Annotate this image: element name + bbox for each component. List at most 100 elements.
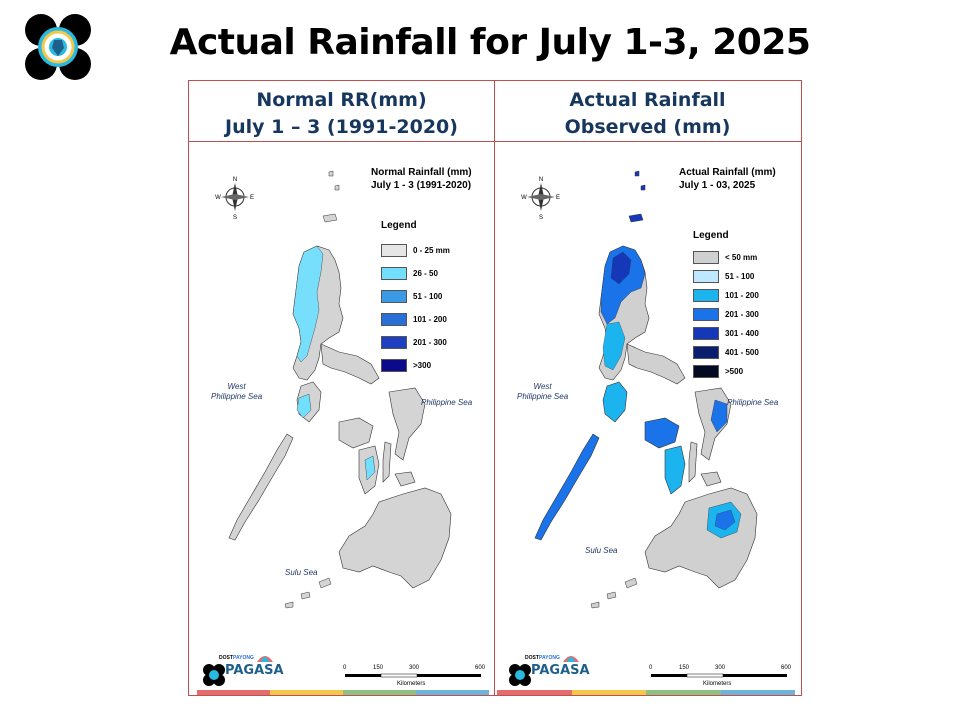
compass-s: S (539, 215, 543, 221)
header-divider (189, 141, 801, 142)
color-strip (497, 690, 795, 695)
actual-map-title: Actual Rainfall (mm) July 1 - 03, 2025 (679, 166, 776, 192)
scale-tick-600: 600 (475, 665, 486, 671)
negros-rain (364, 455, 376, 481)
panel-divider (494, 81, 495, 695)
normal-legend-item: 0 - 25 mm (381, 243, 450, 257)
philippine-sea-label: Philippine Sea (421, 398, 473, 407)
compass-n: N (233, 177, 237, 183)
normal-legend-swatch (381, 289, 407, 303)
scale-bar (651, 673, 787, 678)
actual-rainfall-header: Actual Rainfall Observed (mm) (495, 87, 800, 141)
west-philippine-sea-label: West Philippine Sea (211, 382, 262, 402)
west-sea-line2: Philippine Sea (211, 392, 263, 401)
normal-rainfall-map: N E S W (215, 170, 481, 678)
actual-legend-item: >500 (693, 364, 743, 378)
mindanao-landmass (338, 487, 452, 589)
actual-rainfall-map-panel: N E S W (495, 142, 800, 697)
normal-legend-title: Legend (381, 220, 417, 231)
pagasa-seal-logo (24, 14, 92, 80)
actual-legend-swatch (693, 326, 719, 340)
palawan-landmass (228, 433, 294, 541)
bohol-landmass (700, 471, 722, 487)
normal-legend-swatch (381, 312, 407, 326)
actual-legend-swatch (693, 288, 719, 302)
mindoro-landmass (602, 381, 628, 423)
normal-legend-label: 101 - 200 (413, 314, 447, 324)
batanes-islands (628, 170, 646, 223)
actual-map-title-line2: July 1 - 03, 2025 (679, 180, 756, 191)
actual-legend-item: 101 - 200 (693, 288, 759, 302)
normal-legend-label: 26 - 50 (413, 268, 438, 278)
samar-rain (710, 399, 728, 433)
actual-legend-swatch (693, 250, 719, 264)
brand-sub: PAYONG (233, 655, 254, 661)
normal-rainfall-map-panel: N E S W (189, 142, 494, 697)
pagasa-brand-logo (203, 656, 273, 686)
normal-legend-label: 201 - 300 (413, 337, 447, 347)
scale-tick-0: 0 (343, 665, 347, 671)
west-sea-line2: Philippine Sea (517, 392, 569, 401)
scale-tick-150: 150 (679, 665, 690, 671)
normal-legend-swatch (381, 335, 407, 349)
compass-n: N (539, 177, 543, 183)
actual-legend-title: Legend (693, 230, 729, 241)
philippine-sea-label: Philippine Sea (727, 398, 779, 407)
compass-e: E (250, 195, 254, 201)
sulu-sea-label: Sulu Sea (585, 546, 618, 555)
actual-legend-item: < 50 mm (693, 250, 757, 264)
pagasa-brand-logo (509, 656, 579, 686)
negros-landmass (664, 445, 686, 495)
actual-legend-label: 301 - 400 (725, 328, 759, 338)
brand-name: PAGASA (225, 663, 284, 678)
actual-legend-label: 401 - 500 (725, 347, 759, 357)
normal-legend-swatch (381, 243, 407, 257)
compass-w: W (215, 195, 221, 201)
normal-legend-label: >300 (413, 360, 432, 370)
normal-map-title-line1: Normal Rainfall (mm) (371, 167, 472, 178)
luzon-central-rain (602, 321, 626, 371)
samar-leyte-landmass (388, 387, 426, 461)
actual-legend-swatch (693, 345, 719, 359)
panay-landmass (644, 417, 680, 449)
compass-icon: N E S W (215, 177, 254, 221)
color-strip (197, 690, 489, 695)
cebu-landmass (382, 441, 392, 483)
normal-legend-item: 26 - 50 (381, 266, 438, 280)
normal-legend-swatch (381, 358, 407, 372)
actual-legend-swatch (693, 307, 719, 321)
normal-legend-item: 101 - 200 (381, 312, 447, 326)
scale-tick-150: 150 (373, 665, 384, 671)
scale-bar (345, 673, 481, 678)
west-philippine-sea-label: West Philippine Sea (517, 382, 568, 402)
bicol-landmass (626, 343, 686, 385)
page-title: Actual Rainfall for July 1-3, 2025 (169, 22, 811, 63)
sulu-sea-label: Sulu Sea (285, 568, 318, 577)
actual-legend-label: 101 - 200 (725, 290, 759, 300)
normal-legend-label: 0 - 25 mm (413, 245, 450, 255)
normal-legend-item: 201 - 300 (381, 335, 447, 349)
brand-sub: PAYONG (539, 655, 560, 661)
actual-legend-item: 51 - 100 (693, 269, 754, 283)
panay-landmass (338, 417, 374, 449)
luzon-west-rain (292, 245, 324, 363)
brand-name: PAGASA (531, 663, 590, 678)
west-sea-line1: West (533, 382, 552, 391)
normal-legend-label: 51 - 100 (413, 291, 443, 301)
brand-top: DOST (219, 655, 233, 661)
compass-e: E (556, 195, 560, 201)
normal-legend-item: 51 - 100 (381, 289, 442, 303)
comparison-frame: Normal RR(mm) July 1 – 3 (1991-2020) Act… (188, 80, 802, 696)
sulu-islands (284, 577, 332, 609)
scale-units: Kilometers (703, 681, 732, 687)
normal-rr-header: Normal RR(mm) July 1 – 3 (1991-2020) (189, 87, 494, 141)
scale-tick-0: 0 (649, 665, 653, 671)
brand-top: DOST (525, 655, 539, 661)
actual-legend-item: 401 - 500 (693, 345, 759, 359)
actual-legend-swatch (693, 364, 719, 378)
mindanao-rain-core (714, 509, 736, 531)
scale-units: Kilometers (397, 681, 426, 687)
bicol-landmass (320, 343, 380, 385)
actual-rainfall-header-line1: Actual Rainfall (569, 89, 726, 111)
luzon-north-heavy-rain (600, 245, 646, 325)
